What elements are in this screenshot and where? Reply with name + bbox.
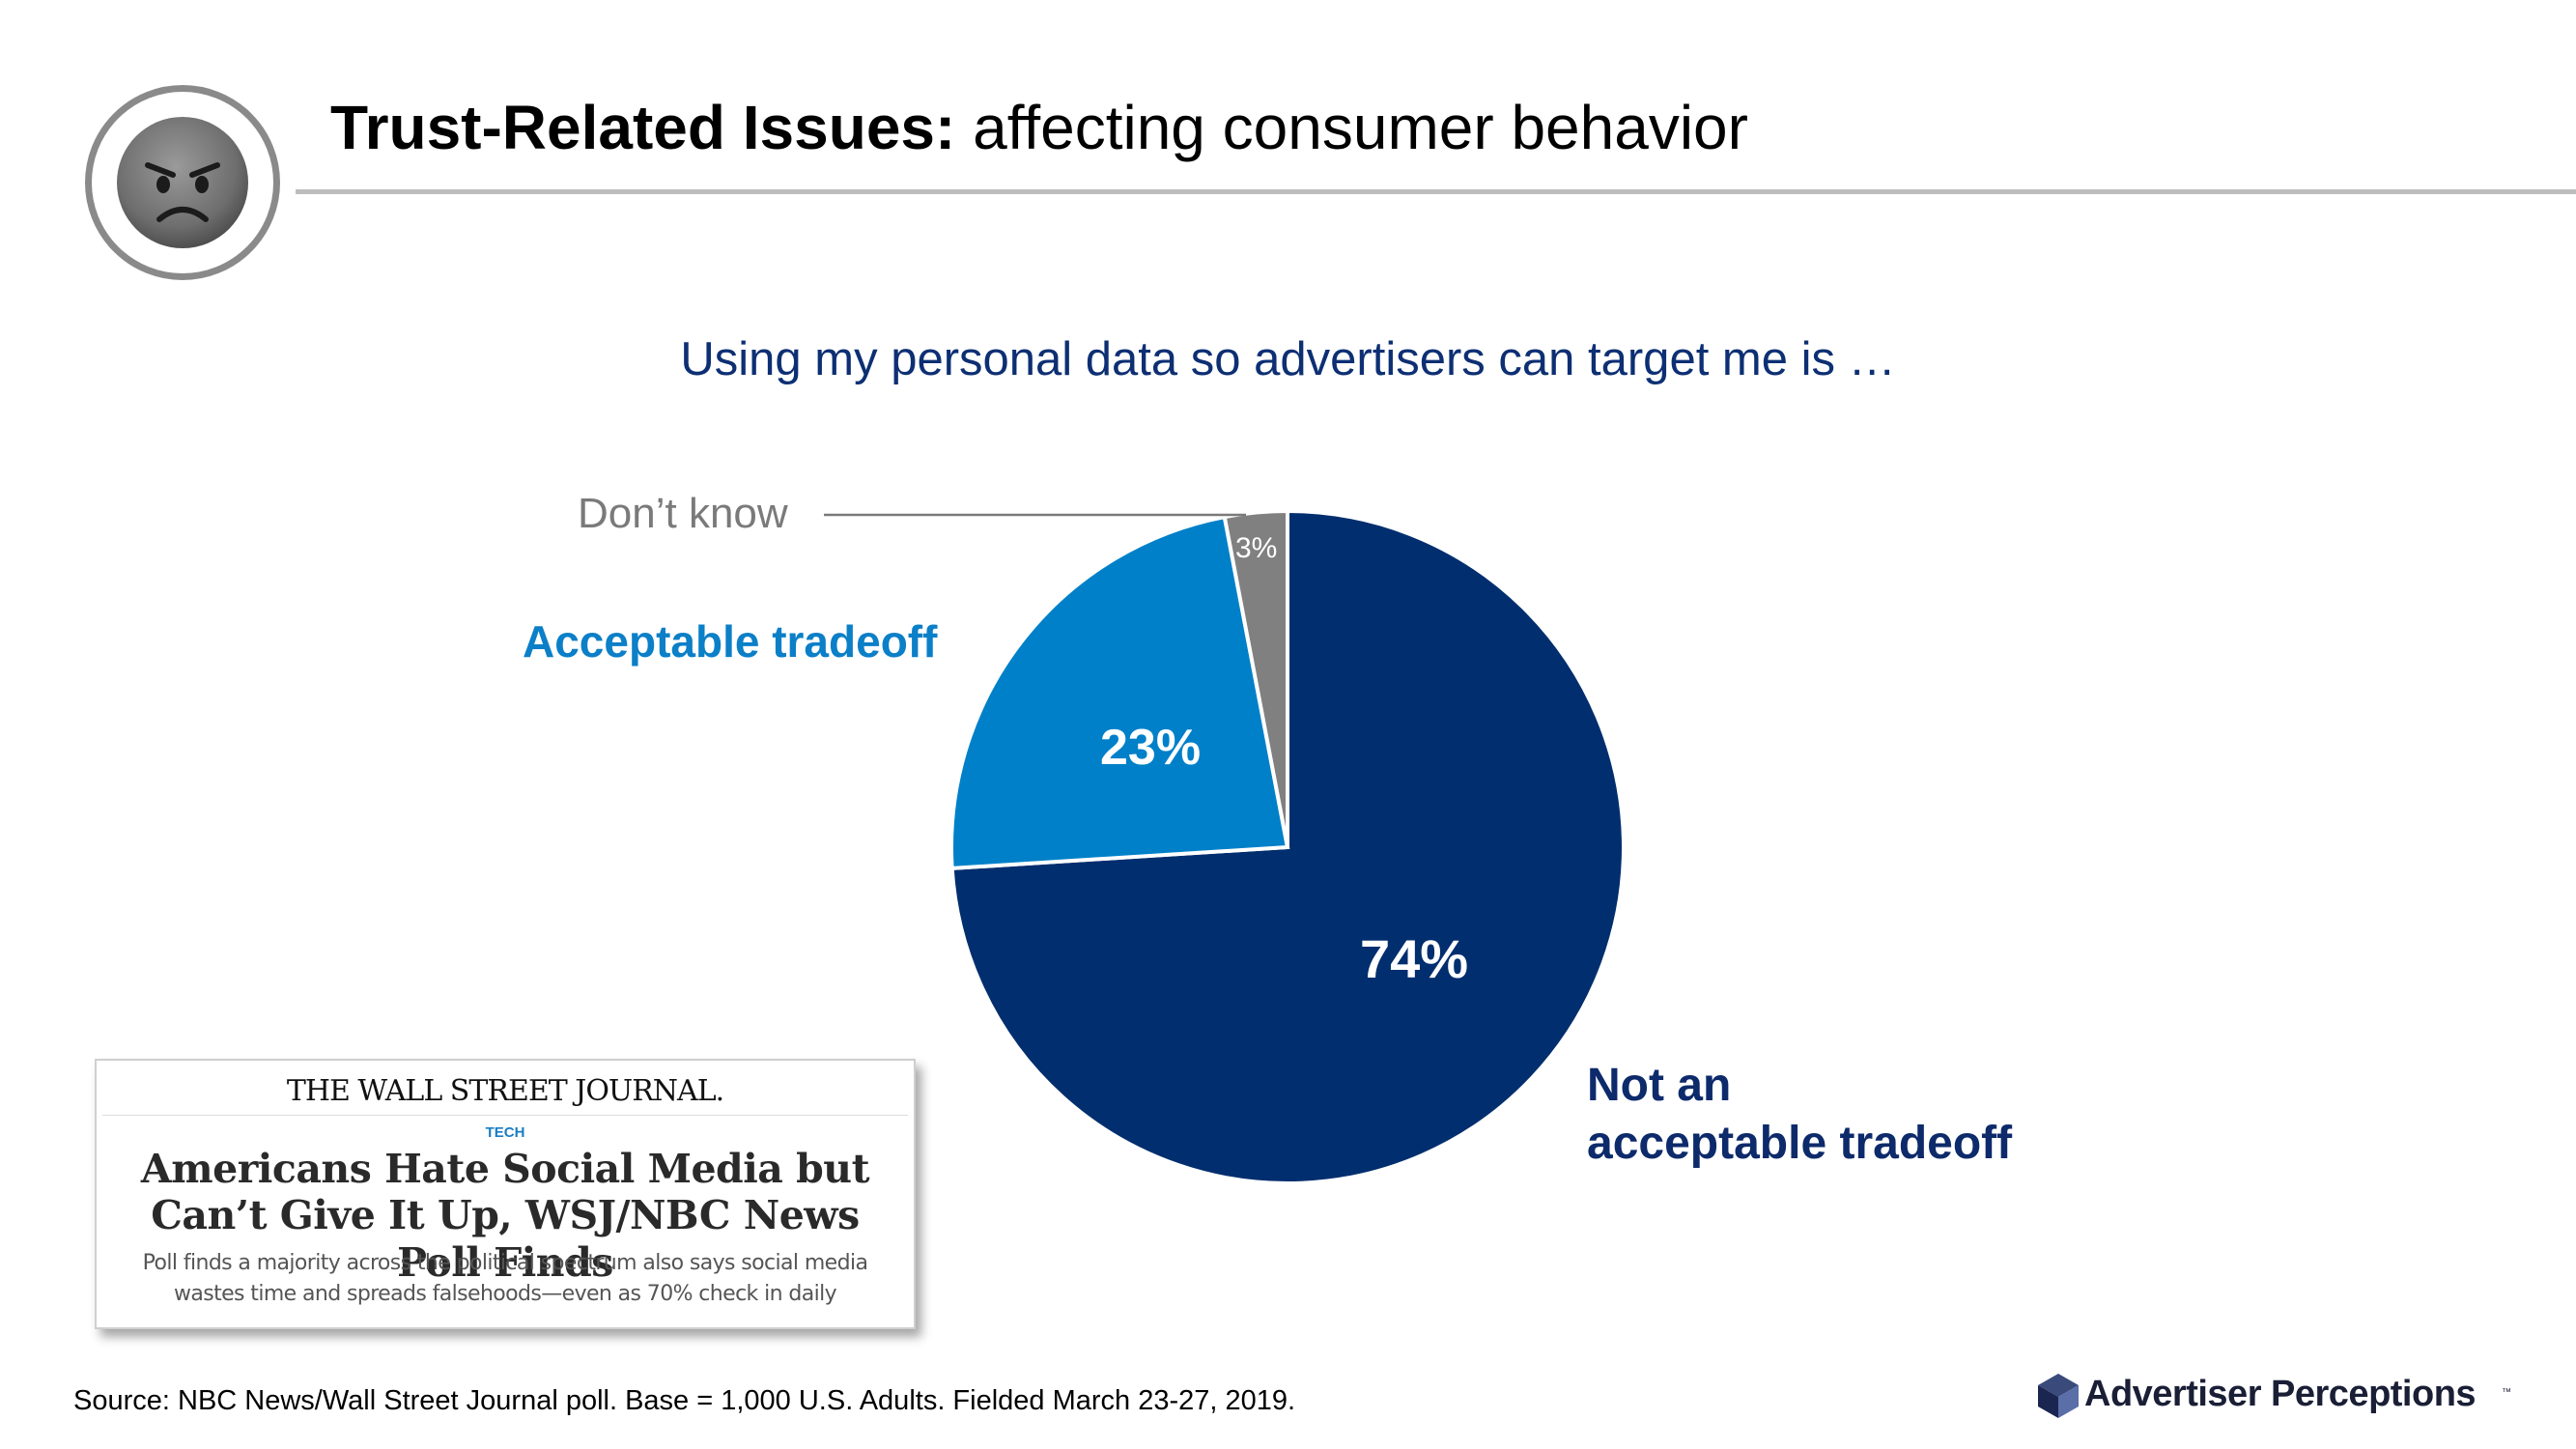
title-divider xyxy=(296,189,2576,194)
article-masthead: THE WALL STREET JOURNAL. xyxy=(286,1074,724,1108)
page-title: Trust-Related Issues: affecting consumer… xyxy=(330,97,1748,158)
pie-slice-acceptable xyxy=(949,514,1290,870)
legend-label-dont-know: Don’t know xyxy=(578,490,788,537)
legend-label-not-acceptable: Not an acceptable tradeoff xyxy=(1587,1057,2012,1173)
page-title-rest: affecting consumer behavior xyxy=(973,93,1748,162)
data-label-23: 23% xyxy=(1100,720,1201,776)
data-label-74: 74% xyxy=(1360,928,1468,989)
angry-face-icon xyxy=(117,117,248,248)
brand-trademark: ™ xyxy=(2502,1387,2511,1398)
chart-title: Using my personal data so advertisers ca… xyxy=(680,333,1896,385)
pie-slice-dont-know xyxy=(1222,508,1289,848)
article-dek: Poll finds a majority across the politic… xyxy=(142,1251,868,1306)
legend-label-not-acceptable-line2: acceptable tradeoff xyxy=(1587,1118,2013,1169)
brand-name: Advertiser Perceptions xyxy=(2084,1374,2477,1414)
source-note: Source: NBC News/Wall Street Journal pol… xyxy=(73,1385,1296,1416)
legend-label-acceptable: Acceptable tradeoff xyxy=(523,616,938,667)
emoji-badge xyxy=(85,85,280,280)
article-clipping: THE WALL STREET JOURNAL. TECH Americans … xyxy=(95,1059,916,1329)
article-headline: Americans Hate Social Media but Can’t Gi… xyxy=(140,1146,870,1286)
data-label-3: 3% xyxy=(1235,532,1277,564)
article-masthead-divider xyxy=(102,1115,908,1116)
cube-logo-icon xyxy=(2038,1374,2079,1418)
article-section-tag: TECH xyxy=(485,1124,525,1141)
page-title-bold: Trust-Related Issues: xyxy=(330,93,956,162)
legend-label-not-acceptable-line1: Not an xyxy=(1587,1060,1732,1111)
